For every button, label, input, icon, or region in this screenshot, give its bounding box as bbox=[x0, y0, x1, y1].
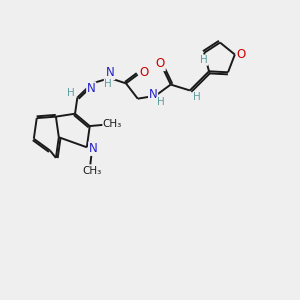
Text: N: N bbox=[87, 82, 96, 95]
Text: CH₃: CH₃ bbox=[103, 119, 122, 129]
Text: H: H bbox=[157, 97, 165, 107]
Text: O: O bbox=[237, 48, 246, 61]
Text: H: H bbox=[104, 79, 112, 89]
Text: O: O bbox=[156, 57, 165, 70]
Text: H: H bbox=[194, 92, 201, 102]
Text: N: N bbox=[89, 142, 98, 155]
Text: O: O bbox=[140, 66, 149, 79]
Text: N: N bbox=[106, 66, 115, 79]
Text: CH₃: CH₃ bbox=[82, 166, 101, 176]
Text: N: N bbox=[149, 88, 158, 101]
Text: H: H bbox=[67, 88, 75, 98]
Text: H: H bbox=[200, 55, 208, 65]
